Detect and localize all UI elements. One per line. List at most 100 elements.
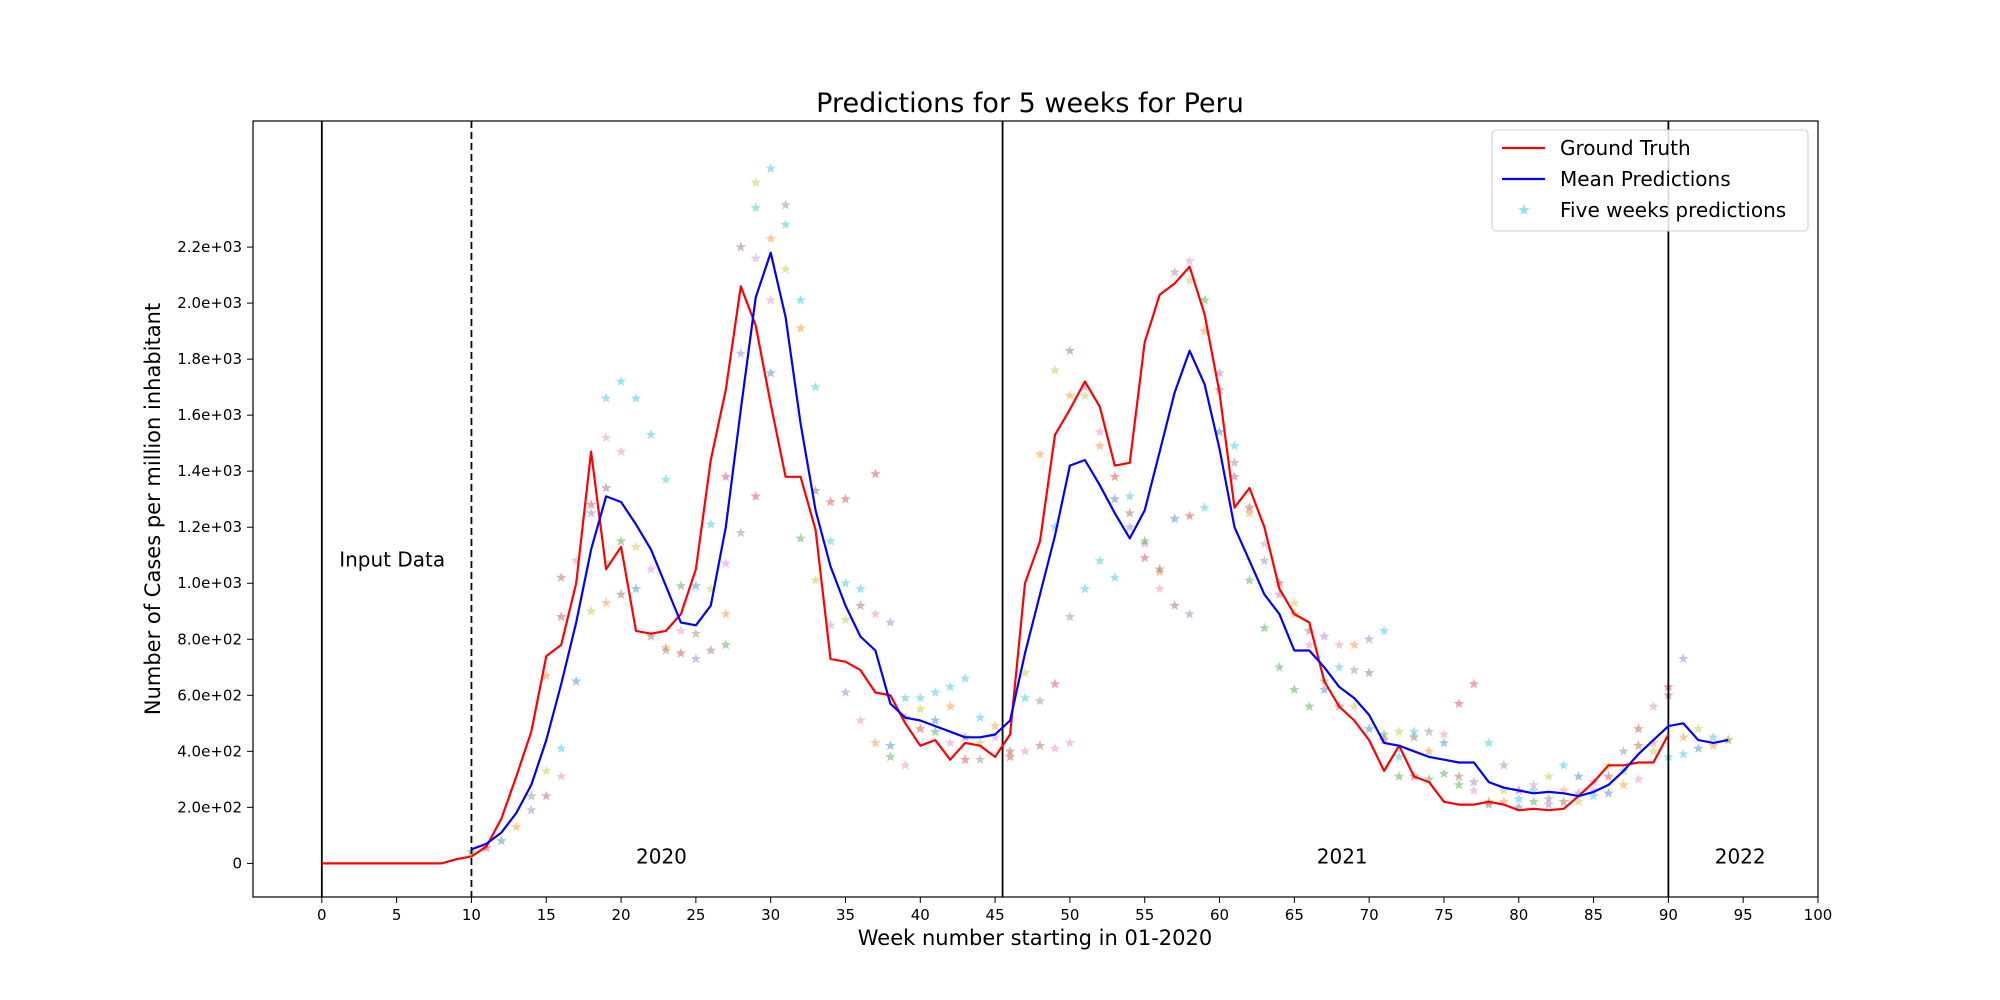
prediction-star-point — [1184, 255, 1195, 266]
prediction-star-point — [1304, 625, 1315, 636]
prediction-star-point — [855, 715, 866, 725]
prediction-star-point — [1438, 729, 1450, 739]
prediction-star-point — [1034, 740, 1046, 751]
prediction-star-point — [870, 468, 881, 479]
prediction-star-point — [585, 499, 597, 510]
prediction-star-point — [630, 392, 642, 403]
prediction-star-point — [1049, 521, 1061, 532]
prediction-star-point — [1124, 521, 1135, 532]
prediction-star-point — [1408, 726, 1420, 737]
prediction-star-point — [810, 574, 821, 585]
prediction-star-point — [930, 687, 941, 697]
x-axis-title: Week number starting in 01-2020 — [858, 926, 1212, 950]
prediction-star-point — [765, 294, 776, 305]
prediction-star-point — [645, 429, 657, 440]
prediction-star-point — [1184, 608, 1195, 619]
y-tick-label: 2.2e+03 — [177, 238, 242, 256]
prediction-star-point — [1558, 785, 1569, 795]
prediction-star-point — [615, 588, 627, 599]
prediction-star-point — [1319, 631, 1330, 641]
prediction-star-point — [1064, 345, 1076, 356]
x-tick-label: 55 — [1135, 906, 1154, 924]
prediction-star-point — [1633, 773, 1644, 784]
prediction-star-point — [1259, 555, 1270, 566]
x-tick-label: 10 — [462, 906, 481, 924]
prediction-star-point — [1513, 793, 1524, 804]
prediction-star-point — [1378, 734, 1390, 745]
prediction-star-point — [1274, 577, 1285, 588]
prediction-star-point — [825, 535, 836, 546]
chart-title: Predictions for 5 weeks for Peru — [816, 88, 1244, 119]
prediction-star-point — [541, 790, 552, 801]
prediction-star-point — [541, 765, 552, 776]
prediction-star-point — [810, 485, 821, 496]
prediction-star-point — [1693, 743, 1704, 753]
prediction-star-point — [974, 754, 986, 765]
prediction-star-point — [1678, 748, 1689, 759]
prediction-star-point — [885, 617, 896, 627]
prediction-star-point — [1603, 771, 1614, 781]
mean-predictions-line — [471, 251, 1729, 851]
prediction-star-point — [1498, 759, 1509, 770]
prediction-star-point — [720, 471, 731, 482]
prediction-star-point — [1633, 723, 1644, 734]
prediction-star-point — [1229, 471, 1240, 482]
prediction-star-point — [840, 614, 851, 625]
y-tick-label: 1.6e+03 — [177, 406, 242, 424]
prediction-star-point — [1573, 771, 1584, 781]
prediction-star-point — [1558, 796, 1569, 807]
x-tick-label: 60 — [1210, 906, 1229, 924]
prediction-star-point — [885, 751, 896, 762]
prediction-star-point — [1139, 538, 1150, 549]
prediction-star-point — [1304, 701, 1315, 711]
prediction-star-point — [855, 583, 866, 594]
x-tick-label: 75 — [1434, 906, 1453, 924]
prediction-star-point — [570, 555, 582, 566]
prediction-star-point — [915, 692, 926, 703]
prediction-star-point — [585, 605, 597, 616]
prediction-star-point — [720, 558, 731, 569]
prediction-star-point — [1244, 574, 1255, 585]
prediction-star-point — [1633, 740, 1644, 751]
x-tick-label: 35 — [836, 906, 855, 924]
plot-frame — [252, 120, 1819, 898]
prediction-star-point — [1453, 698, 1465, 709]
prediction-star-point — [1214, 426, 1225, 437]
prediction-star-point — [1588, 785, 1599, 795]
prediction-star-point — [1528, 779, 1539, 790]
prediction-star-point — [1094, 555, 1106, 566]
prediction-star-point — [660, 642, 672, 653]
prediction-star-point — [690, 628, 702, 639]
prediction-star-point — [615, 446, 627, 456]
annotation-input-data: Input Data — [339, 547, 445, 571]
prediction-star-point — [600, 392, 612, 403]
prediction-star-point — [795, 532, 806, 543]
x-tick-label: 50 — [1060, 906, 1079, 924]
prediction-star-point — [1214, 367, 1225, 378]
prediction-star-point — [989, 720, 1001, 731]
prediction-star-point — [1199, 325, 1210, 336]
prediction-star-point — [511, 821, 522, 832]
annotation-2020: 2020 — [636, 844, 687, 868]
prediction-star-point — [1723, 734, 1734, 745]
prediction-star-point — [720, 608, 731, 619]
legend: Ground Truth Mean Predictions Five weeks… — [1491, 129, 1809, 232]
prediction-star-point — [630, 583, 642, 594]
legend-label-five-weeks-predictions: Five weeks predictions — [1560, 198, 1786, 222]
prediction-star-point — [974, 737, 986, 748]
prediction-star-point — [840, 577, 851, 588]
prediction-star-point — [825, 496, 836, 507]
prediction-star-point — [855, 600, 866, 611]
prediction-star-point — [1573, 796, 1584, 807]
legend-label-ground-truth: Ground Truth — [1560, 136, 1691, 160]
prediction-star-point — [765, 163, 776, 174]
prediction-star-point — [1543, 793, 1554, 804]
prediction-star-point — [1363, 633, 1375, 644]
prediction-star-point — [1319, 684, 1330, 695]
prediction-star-point — [1229, 440, 1240, 451]
prediction-star-point — [541, 670, 552, 681]
plot-area: 0 5 10 15 20 25 30 35 40 45 50 55 60 65 70 75 80 85 90 95 10… — [177, 121, 1832, 924]
prediction-star-point — [526, 804, 537, 815]
prediction-star-point — [780, 219, 791, 230]
